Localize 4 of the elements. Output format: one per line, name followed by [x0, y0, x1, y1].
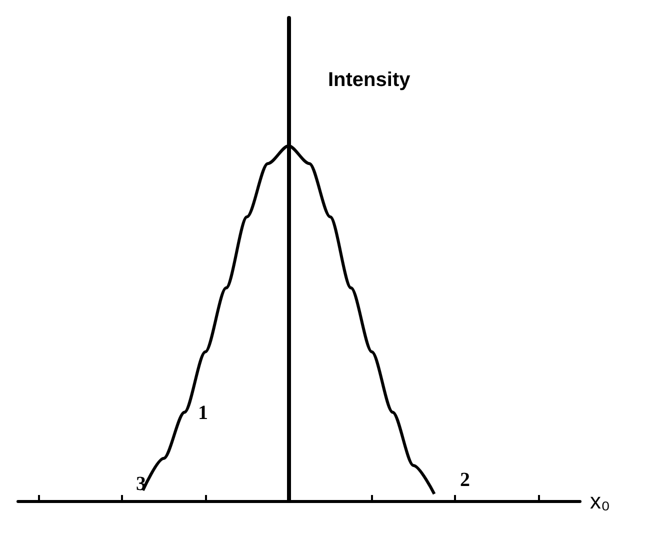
- y-axis-title: Intensity: [328, 69, 412, 91]
- x-axis-title: x₀: [590, 488, 610, 514]
- annotation: 2: [460, 469, 470, 491]
- annotation: 1: [198, 402, 208, 424]
